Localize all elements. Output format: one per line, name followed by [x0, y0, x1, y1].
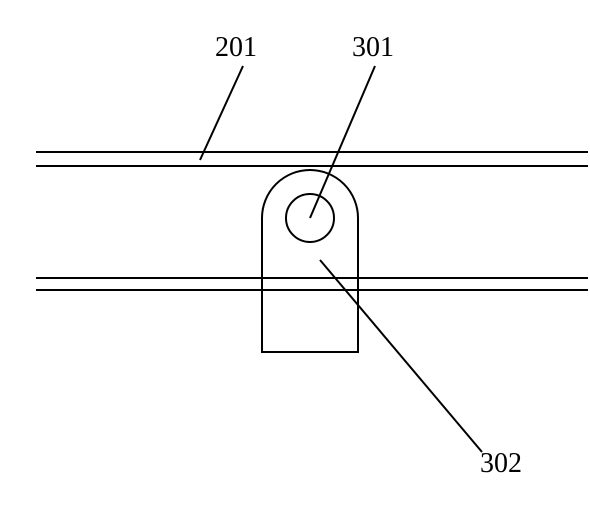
- bracket-shape: [262, 170, 358, 352]
- technical-diagram: [0, 0, 590, 511]
- callout-label-302: 302: [480, 448, 522, 480]
- callout-line-301: [310, 66, 375, 218]
- callout-line-201: [200, 66, 243, 160]
- callout-lines: [200, 66, 482, 452]
- callout-label-201: 201: [215, 32, 257, 64]
- bracket-outline: [262, 170, 358, 352]
- callout-line-302: [320, 260, 482, 452]
- callout-label-301: 301: [352, 32, 394, 64]
- horizontal-rails: [36, 152, 588, 290]
